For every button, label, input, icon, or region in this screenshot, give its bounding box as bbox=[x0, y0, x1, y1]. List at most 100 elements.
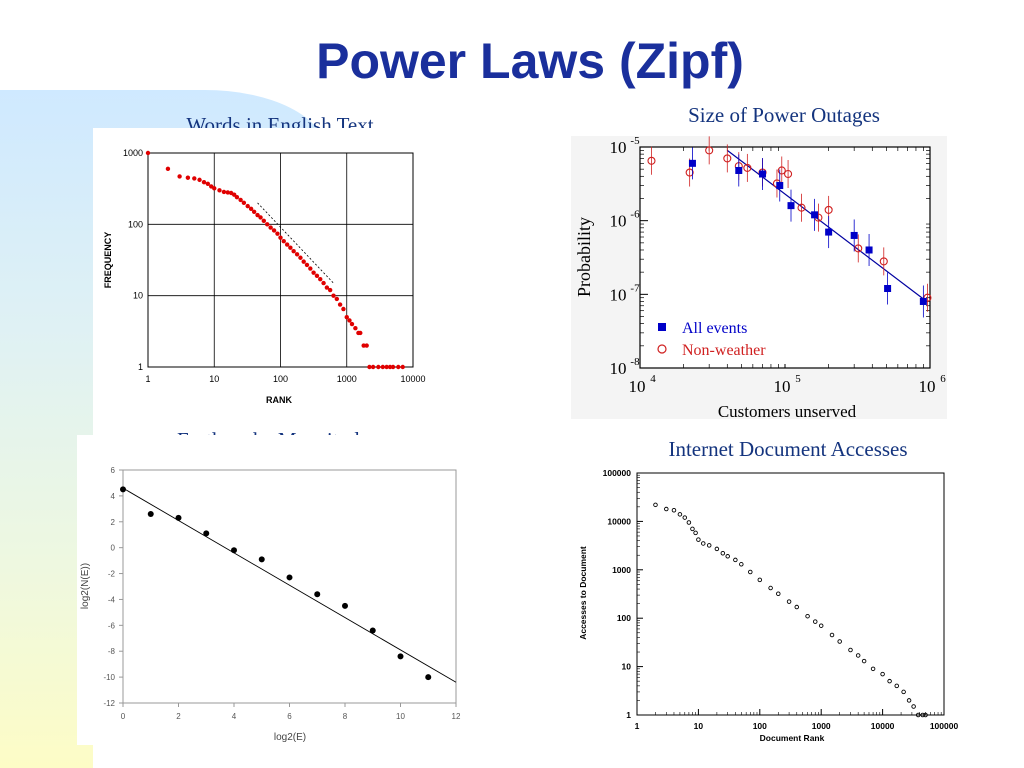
chart-outages-ytick-exp: -5 bbox=[630, 135, 640, 147]
chart-internet-point bbox=[812, 619, 818, 624]
chart-outages-allevents-point bbox=[825, 228, 833, 236]
chart-internet-ylabel: Accesses to Document bbox=[578, 546, 588, 640]
chart-outages-allevents-point bbox=[688, 159, 696, 167]
chart-earthquakes-ytick: 6 bbox=[111, 466, 116, 475]
chart-internet-point bbox=[861, 658, 867, 664]
slide-title: Power Laws (Zipf) bbox=[316, 33, 744, 89]
chart-outages-plot: 10 4 10 5 10 610 -510 -610 -710 -8 bbox=[610, 135, 947, 396]
chart-internet: Internet Document Accesses 1110101001001… bbox=[578, 437, 958, 743]
chart-words-point bbox=[390, 364, 396, 370]
chart-internet-point bbox=[748, 569, 753, 575]
chart-internet-ytick: 10 bbox=[622, 662, 632, 672]
chart-words-point bbox=[311, 270, 316, 275]
chart-words-point bbox=[347, 318, 352, 323]
chart-earthquakes-xtick: 12 bbox=[452, 712, 461, 721]
chart-outages: Size of Power Outages 10 4 10 5 10 610 -510 -61… bbox=[571, 103, 947, 421]
chart-internet-point bbox=[714, 546, 720, 552]
chart-words-ytick: 1000 bbox=[123, 148, 143, 158]
chart-words-point bbox=[192, 176, 197, 181]
chart-earthquakes-point bbox=[147, 511, 154, 518]
chart-words: Words in English Text 1 10 100 1000 10000110… bbox=[93, 113, 426, 410]
chart-words-point bbox=[387, 364, 393, 370]
chart-words-point bbox=[225, 190, 230, 195]
chart-internet-xtick: 100 bbox=[753, 721, 767, 731]
chart-words-point bbox=[400, 364, 405, 370]
chart-internet-ytick: 100000 bbox=[603, 468, 632, 478]
legend-non-weather-marker bbox=[657, 344, 667, 354]
chart-internet-point bbox=[682, 515, 688, 520]
chart-words-point bbox=[234, 195, 240, 200]
chart-words-point bbox=[205, 181, 211, 187]
chart-words-ytick: 100 bbox=[128, 219, 143, 229]
chart-internet-point bbox=[911, 704, 916, 709]
chart-internet-point bbox=[829, 632, 835, 638]
chart-internet-ytick: 10000 bbox=[607, 516, 631, 526]
chart-earthquakes-point bbox=[175, 514, 182, 521]
chart-outages-nonweather-point bbox=[777, 166, 786, 175]
chart-internet-xlabel: Document Rank bbox=[760, 733, 825, 743]
chart-internet-point bbox=[818, 623, 824, 628]
chart-words-point bbox=[281, 239, 286, 244]
chart-outages-xtick-base: 10 bbox=[629, 377, 646, 396]
chart-words-xtick: 10000 bbox=[400, 374, 425, 384]
chart-words-point bbox=[384, 364, 389, 370]
chart-words-point bbox=[221, 189, 227, 195]
chart-earthquakes-ytick: -8 bbox=[108, 647, 116, 656]
legend-all-events-marker bbox=[658, 323, 666, 331]
chart-outages-legend: All events Non-weather bbox=[657, 320, 766, 359]
chart-words-point bbox=[370, 364, 376, 370]
chart-words-point bbox=[288, 245, 293, 250]
chart-words-reference-line bbox=[257, 202, 334, 284]
chart-words-point bbox=[271, 228, 277, 233]
chart-internet-point bbox=[701, 541, 706, 546]
chart-words-point bbox=[261, 218, 267, 224]
chart-words-point bbox=[396, 364, 401, 370]
chart-outages-nonweather-point bbox=[685, 168, 694, 177]
chart-words-point bbox=[321, 280, 326, 286]
chart-internet-point bbox=[855, 653, 861, 658]
chart-earthquakes-ylabel: log2(N(E)) bbox=[80, 563, 91, 609]
chart-earthquakes-xtick: 8 bbox=[343, 712, 348, 721]
legend-all-events-label: All events bbox=[682, 320, 747, 337]
chart-internet-point bbox=[664, 506, 669, 512]
chart-outages-allevents-point bbox=[811, 211, 819, 219]
chart-internet-point bbox=[696, 537, 701, 542]
chart-words-point bbox=[331, 293, 336, 298]
chart-outages-ytick-exp: -8 bbox=[630, 356, 640, 368]
chart-words-point bbox=[238, 197, 243, 203]
chart-words-xtick: 10 bbox=[209, 374, 219, 384]
chart-words-point bbox=[258, 215, 263, 220]
chart-earthquakes-plot: 0 2 4 6 8 10 12 6 4 2 0 -2 -4 -6 -8 -10 -12 bbox=[77, 435, 467, 745]
chart-earthquakes-ytick: -2 bbox=[108, 570, 116, 579]
chart-outages-xtick-base: 10 bbox=[774, 377, 791, 396]
chart-internet-xtick: 100000 bbox=[930, 721, 959, 731]
chart-internet-point bbox=[720, 550, 726, 556]
chart-internet-point bbox=[677, 512, 683, 517]
chart-outages-xtick-exp: 6 bbox=[940, 373, 946, 385]
chart-outages-ytick-exp: -6 bbox=[630, 209, 640, 221]
chart-words-point bbox=[344, 314, 349, 320]
chart-earthquakes-point bbox=[314, 591, 321, 598]
chart-internet-point bbox=[739, 562, 744, 567]
chart-words-point bbox=[268, 225, 273, 230]
chart-internet-point bbox=[693, 530, 698, 536]
chart-earthquakes-point bbox=[203, 530, 210, 537]
chart-words-point bbox=[298, 255, 303, 260]
chart-words-point bbox=[318, 277, 323, 282]
chart-outages-xtick-base: 10 bbox=[919, 377, 936, 396]
chart-words-point bbox=[278, 235, 283, 240]
chart-outages-xlabel: Customers unserved bbox=[718, 402, 857, 421]
chart-earthquakes-point bbox=[258, 556, 265, 563]
chart-words-point bbox=[361, 343, 366, 348]
chart-words-point bbox=[284, 242, 290, 247]
chart-internet-point bbox=[805, 613, 810, 619]
chart-outages-ytick-base: 10 bbox=[610, 285, 627, 304]
chart-outages-allevents-point bbox=[850, 231, 858, 239]
chart-words-point bbox=[334, 296, 340, 302]
chart-earthquakes-ytick: 4 bbox=[111, 492, 116, 501]
chart-earthquakes-point bbox=[425, 674, 432, 681]
chart-outages-nonweather-point bbox=[854, 244, 863, 253]
chart-outages-ytick-base: 10 bbox=[610, 138, 627, 157]
chart-internet-point bbox=[776, 591, 781, 597]
